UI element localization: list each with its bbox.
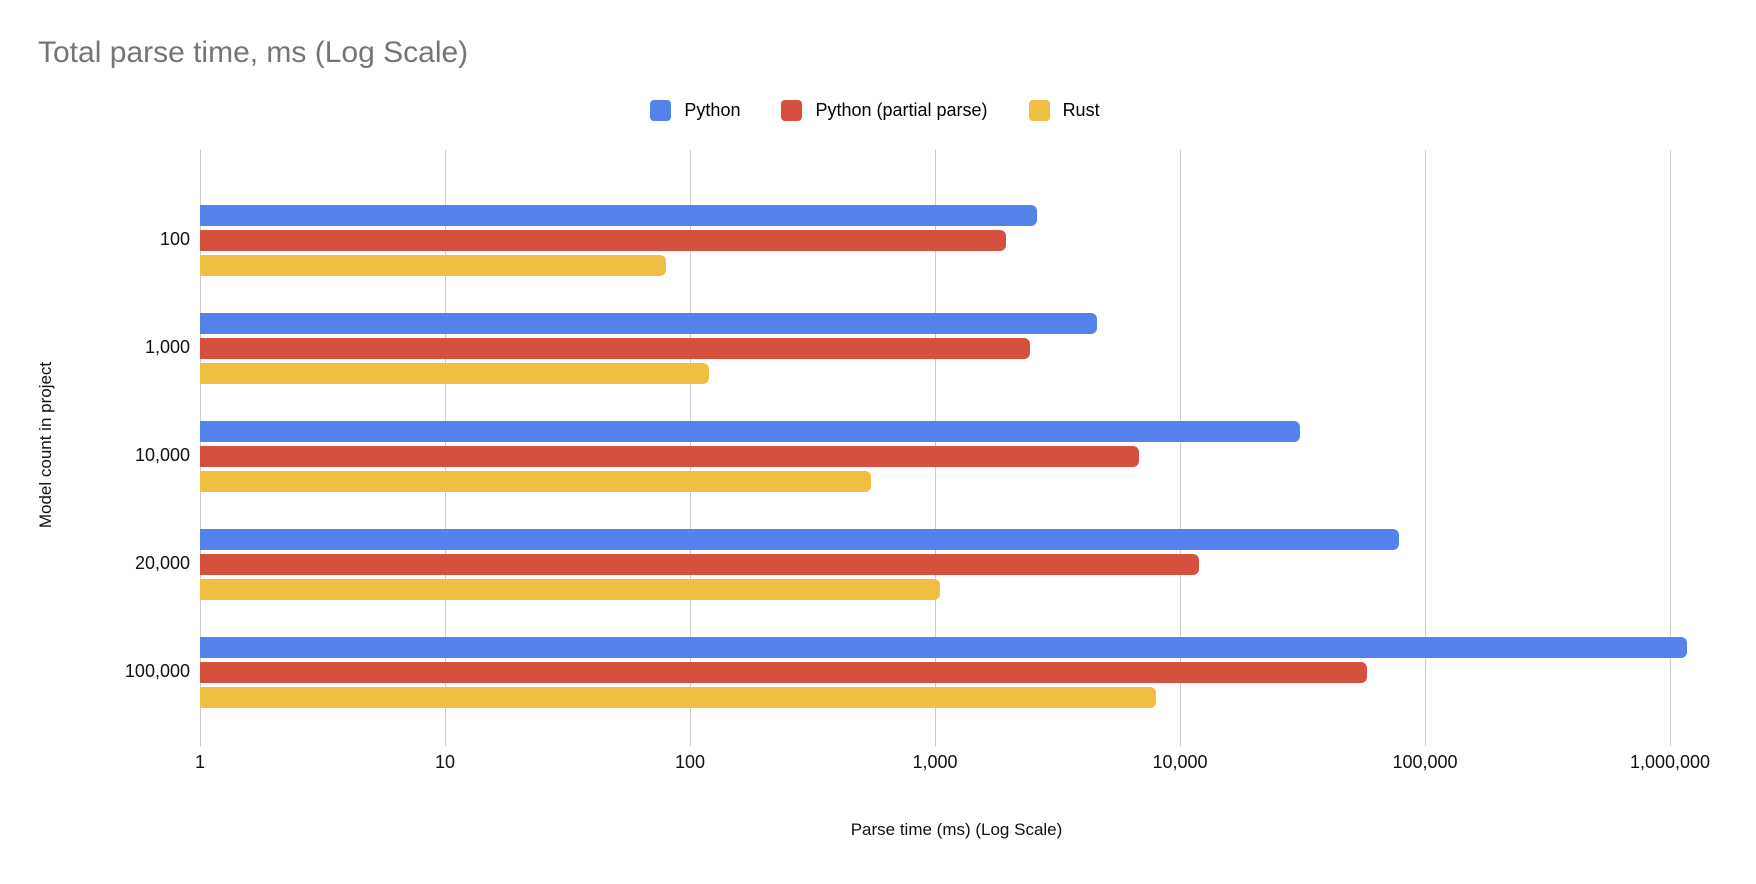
x-tick-label: 1,000 [912, 752, 958, 772]
legend-entry-rust[interactable]: Rust [1028, 100, 1100, 121]
bar-python-10-000[interactable] [200, 420, 1301, 442]
legend-label-rust: Rust [1062, 100, 1100, 120]
x-axis-title: Parse time (ms) (Log Scale) [850, 820, 1063, 839]
bar-python-partial-parse-100[interactable] [200, 229, 1007, 251]
x-tick-label: 1 [194, 752, 206, 772]
x-tick-label: 100 [674, 752, 706, 772]
gridline [1670, 150, 1671, 746]
plot-area [200, 150, 1715, 746]
legend-swatch-python [650, 100, 672, 121]
y-category-label-100: 100 [159, 229, 190, 249]
legend-swatch-python-partial-parse [781, 100, 803, 121]
bar-python-partial-parse-1-000[interactable] [200, 337, 1031, 359]
x-tick-label: 10,000 [1152, 752, 1208, 772]
gridline [1425, 150, 1426, 746]
legend-entry-python-partial-parse[interactable]: Python (partial parse) [781, 100, 988, 121]
bar-python-20-000[interactable] [200, 528, 1399, 550]
x-tick-label: 1,000,000 [1629, 752, 1711, 772]
gridline [1180, 150, 1181, 746]
bar-rust-100[interactable] [200, 254, 667, 276]
bar-rust-100-000[interactable] [200, 686, 1157, 708]
bar-rust-10-000[interactable] [200, 470, 872, 492]
legend-label-python: Python [684, 100, 741, 120]
bar-python-100-000[interactable] [200, 636, 1687, 658]
bar-python-partial-parse-100-000[interactable] [200, 661, 1368, 683]
legend-entry-python[interactable]: Python [650, 100, 740, 121]
x-tick-label: 100,000 [1392, 752, 1458, 772]
legend: Python Python (partial parse) Rust [200, 100, 1550, 121]
bar-python-partial-parse-20-000[interactable] [200, 553, 1200, 575]
y-category-label-20-000: 20,000 [134, 553, 190, 573]
y-category-label-100-000: 100,000 [124, 661, 190, 681]
x-tick-label: 10 [434, 752, 456, 772]
legend-swatch-rust [1028, 100, 1050, 121]
chart-title: Total parse time, ms (Log Scale) [38, 36, 469, 69]
bar-rust-20-000[interactable] [200, 578, 941, 600]
bar-rust-1-000[interactable] [200, 362, 710, 384]
bar-python-partial-parse-10-000[interactable] [200, 445, 1139, 467]
legend-label-python-partial-parse: Python (partial parse) [815, 100, 988, 120]
bar-python-100[interactable] [200, 204, 1037, 226]
y-category-label-1-000: 1,000 [144, 337, 190, 357]
bar-python-1-000[interactable] [200, 312, 1098, 334]
y-category-label-10-000: 10,000 [134, 445, 190, 465]
